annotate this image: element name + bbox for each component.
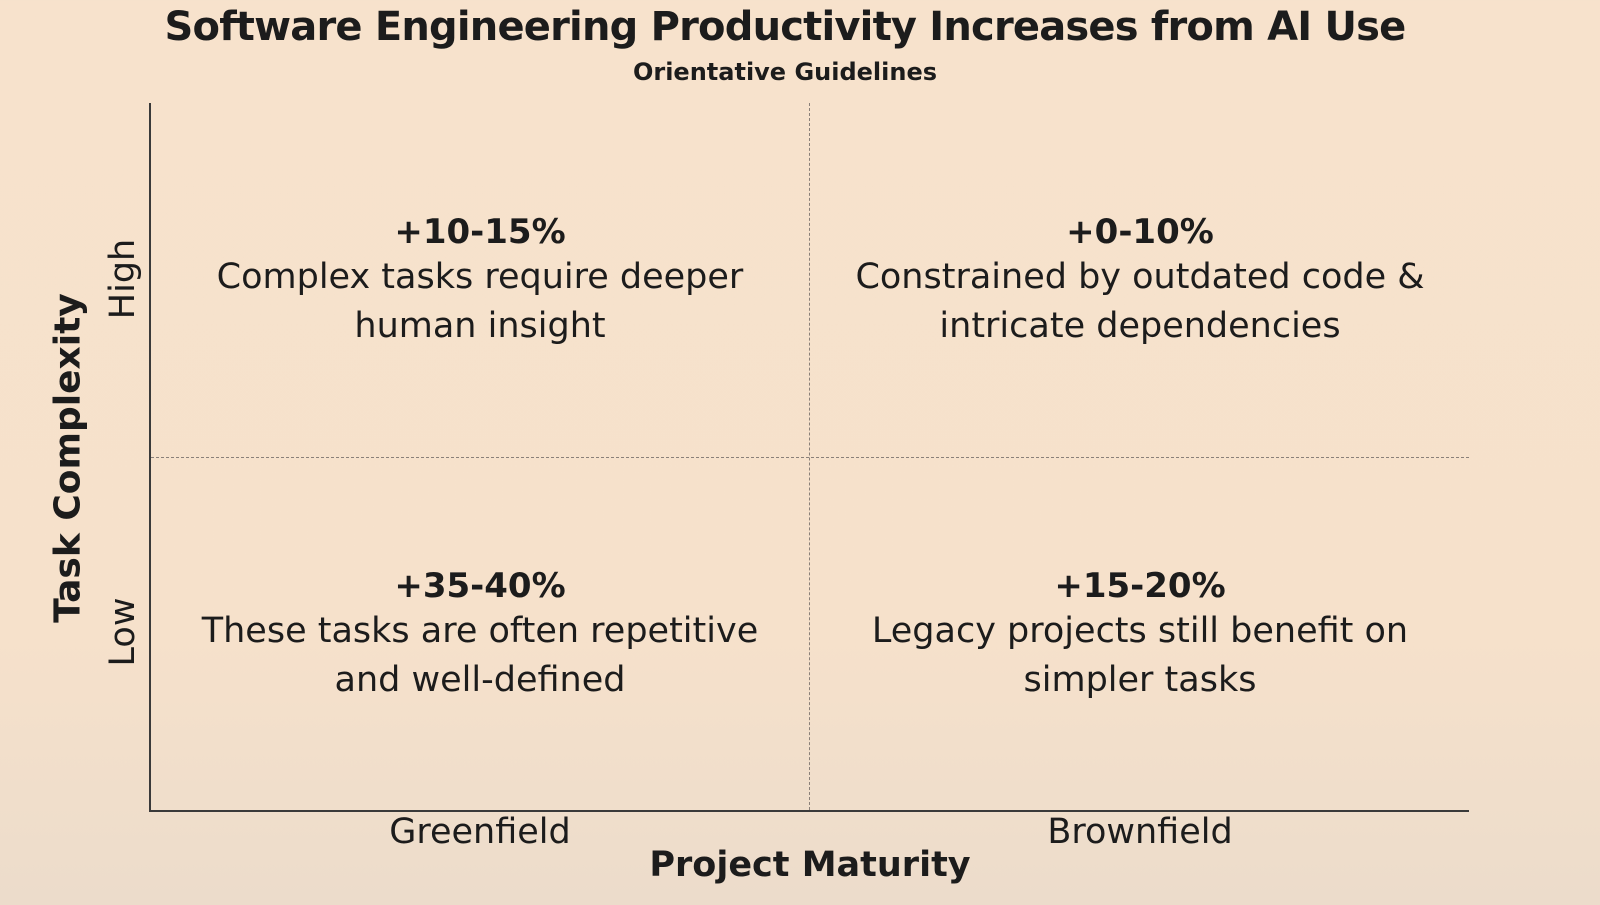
x-tick-greenfield: Greenfield (389, 812, 571, 852)
quadrant-greenfield-low: +35-40% These tasks are often repetitive… (160, 565, 800, 705)
quadrant-description-line: Constrained by outdated code & (855, 257, 1425, 297)
quadrant-description-line: intricate dependencies (939, 306, 1341, 346)
quadrant-description-line: These tasks are often repetitive (201, 611, 759, 651)
chart-subtitle: Orientative Guidelines (632, 58, 938, 86)
y-tick-high: High (103, 238, 143, 320)
quadrant-brownfield-high: +0-10% Constrained by outdated code & in… (820, 211, 1460, 351)
vertical-divider (809, 103, 810, 810)
y-axis-title: Task Complexity (47, 293, 89, 623)
y-axis-line (149, 103, 151, 811)
quadrant-value: +10-15% (394, 212, 566, 252)
quadrant-value: +0-10% (1066, 212, 1214, 252)
quadrant-description-line: Legacy projects still benefit on (871, 611, 1409, 651)
chart-title: Software Engineering Productivity Increa… (164, 4, 1407, 50)
quadrant-value: +15-20% (1054, 566, 1226, 606)
x-axis-title: Project Maturity (649, 845, 971, 885)
quadrant-description-line: human insight (354, 306, 606, 346)
quadrant-description-line: Complex tasks require deeper (216, 257, 744, 297)
horizontal-divider (151, 457, 1469, 458)
quadrant-description-line: simpler tasks (1023, 660, 1257, 700)
quadrant-greenfield-high: +10-15% Complex tasks require deeper hum… (160, 211, 800, 351)
x-tick-brownfield: Brownfield (1047, 812, 1233, 852)
y-tick-low: Low (103, 597, 143, 667)
quadrant-description-line: and well-defined (334, 660, 626, 700)
quadrant-value: +35-40% (394, 566, 566, 606)
quadrant-brownfield-low: +15-20% Legacy projects still benefit on… (820, 565, 1460, 705)
x-axis-line (149, 810, 1469, 812)
